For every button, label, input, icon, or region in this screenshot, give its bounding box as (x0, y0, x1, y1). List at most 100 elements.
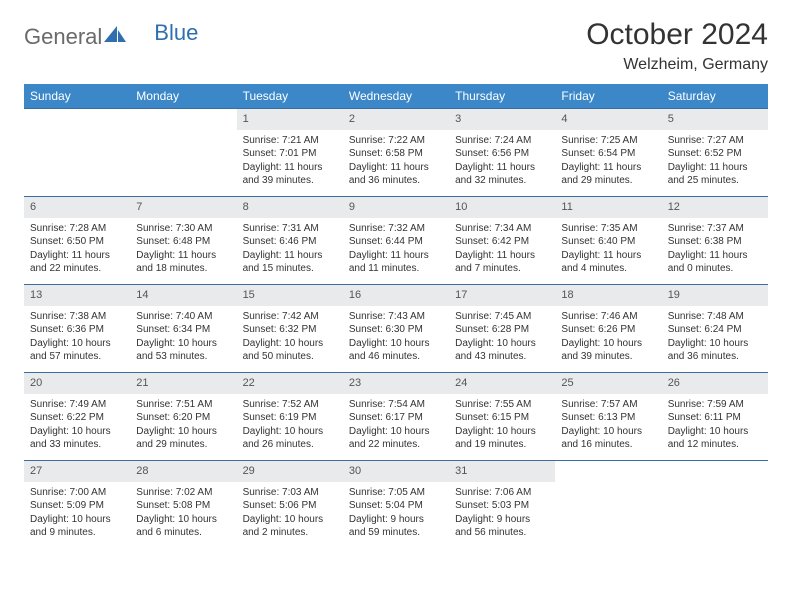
daylight-text: Daylight: 11 hours and 22 minutes. (30, 249, 124, 276)
daylight-text: Daylight: 10 hours and 2 minutes. (243, 513, 337, 540)
sunrise-text: Sunrise: 7:03 AM (243, 486, 337, 500)
day-number: 20 (24, 373, 130, 394)
day-number: 12 (662, 197, 768, 218)
title-block: October 2024 Welzheim, Germany (586, 18, 768, 74)
day-number: 5 (662, 109, 768, 130)
calendar-day: 7Sunrise: 7:30 AMSunset: 6:48 PMDaylight… (130, 197, 236, 285)
weekday-header: Thursday (449, 84, 555, 109)
calendar-day: 5Sunrise: 7:27 AMSunset: 6:52 PMDaylight… (662, 109, 768, 197)
day-number: 24 (449, 373, 555, 394)
sunset-text: Sunset: 6:26 PM (561, 323, 655, 337)
sunrise-text: Sunrise: 7:31 AM (243, 222, 337, 236)
day-details: Sunrise: 7:42 AMSunset: 6:32 PMDaylight:… (237, 306, 343, 370)
daylight-text: Daylight: 10 hours and 53 minutes. (136, 337, 230, 364)
day-number: 27 (24, 461, 130, 482)
daylight-text: Daylight: 11 hours and 15 minutes. (243, 249, 337, 276)
calendar-day: . (130, 109, 236, 197)
sunset-text: Sunset: 6:13 PM (561, 411, 655, 425)
sunrise-text: Sunrise: 7:46 AM (561, 310, 655, 324)
sunrise-text: Sunrise: 7:59 AM (668, 398, 762, 412)
sunrise-text: Sunrise: 7:24 AM (455, 134, 549, 148)
day-number: 18 (555, 285, 661, 306)
sunset-text: Sunset: 6:19 PM (243, 411, 337, 425)
day-details: Sunrise: 7:25 AMSunset: 6:54 PMDaylight:… (555, 130, 661, 194)
calendar-day: 18Sunrise: 7:46 AMSunset: 6:26 PMDayligh… (555, 285, 661, 373)
calendar-day: 21Sunrise: 7:51 AMSunset: 6:20 PMDayligh… (130, 373, 236, 461)
day-number: 15 (237, 285, 343, 306)
day-number: 23 (343, 373, 449, 394)
daylight-text: Daylight: 10 hours and 50 minutes. (243, 337, 337, 364)
daylight-text: Daylight: 10 hours and 46 minutes. (349, 337, 443, 364)
day-details: Sunrise: 7:46 AMSunset: 6:26 PMDaylight:… (555, 306, 661, 370)
day-details: Sunrise: 7:30 AMSunset: 6:48 PMDaylight:… (130, 218, 236, 282)
sunrise-text: Sunrise: 7:54 AM (349, 398, 443, 412)
daylight-text: Daylight: 11 hours and 32 minutes. (455, 161, 549, 188)
day-number: 28 (130, 461, 236, 482)
sunrise-text: Sunrise: 7:48 AM (668, 310, 762, 324)
calendar-day: 29Sunrise: 7:03 AMSunset: 5:06 PMDayligh… (237, 461, 343, 549)
day-details: Sunrise: 7:06 AMSunset: 5:03 PMDaylight:… (449, 482, 555, 546)
sunset-text: Sunset: 6:44 PM (349, 235, 443, 249)
sunset-text: Sunset: 7:01 PM (243, 147, 337, 161)
day-details: Sunrise: 7:31 AMSunset: 6:46 PMDaylight:… (237, 218, 343, 282)
sunrise-text: Sunrise: 7:32 AM (349, 222, 443, 236)
brand-part1: General (24, 24, 102, 50)
sunrise-text: Sunrise: 7:30 AM (136, 222, 230, 236)
calendar-week: 27Sunrise: 7:00 AMSunset: 5:09 PMDayligh… (24, 461, 768, 549)
daylight-text: Daylight: 10 hours and 29 minutes. (136, 425, 230, 452)
sunrise-text: Sunrise: 7:25 AM (561, 134, 655, 148)
sunset-text: Sunset: 5:08 PM (136, 499, 230, 513)
calendar-week: ..1Sunrise: 7:21 AMSunset: 7:01 PMDaylig… (24, 109, 768, 197)
daylight-text: Daylight: 10 hours and 6 minutes. (136, 513, 230, 540)
day-number: 26 (662, 373, 768, 394)
calendar-day: 26 Sunrise: 7:59 AMSunset: 6:11 PMDayligh… (662, 373, 768, 461)
daylight-text: Daylight: 10 hours and 16 minutes. (561, 425, 655, 452)
day-number: 29 (237, 461, 343, 482)
sunrise-text: Sunrise: 7:45 AM (455, 310, 549, 324)
day-details: Sunrise: 7:22 AMSunset: 6:58 PMDaylight:… (343, 130, 449, 194)
day-details: Sunrise: 7:37 AMSunset: 6:38 PMDaylight:… (662, 218, 768, 282)
sunset-text: Sunset: 6:15 PM (455, 411, 549, 425)
daylight-text: Daylight: 10 hours and 22 minutes. (349, 425, 443, 452)
sunrise-text: Sunrise: 7:42 AM (243, 310, 337, 324)
day-number: 3 (449, 109, 555, 130)
sunrise-text: Sunrise: 7:43 AM (349, 310, 443, 324)
daylight-text: Daylight: 9 hours and 56 minutes. (455, 513, 549, 540)
sunset-text: Sunset: 6:52 PM (668, 147, 762, 161)
sunset-text: Sunset: 6:38 PM (668, 235, 762, 249)
calendar-day: 28Sunrise: 7:02 AMSunset: 5:08 PMDayligh… (130, 461, 236, 549)
calendar-day: 3Sunrise: 7:24 AMSunset: 6:56 PMDaylight… (449, 109, 555, 197)
sunrise-text: Sunrise: 7:52 AM (243, 398, 337, 412)
calendar-day: 4Sunrise: 7:25 AMSunset: 6:54 PMDaylight… (555, 109, 661, 197)
day-details: Sunrise: 7:03 AMSunset: 5:06 PMDaylight:… (237, 482, 343, 546)
daylight-text: Daylight: 10 hours and 19 minutes. (455, 425, 549, 452)
calendar-day: 2Sunrise: 7:22 AMSunset: 6:58 PMDaylight… (343, 109, 449, 197)
sunset-text: Sunset: 5:09 PM (30, 499, 124, 513)
sunset-text: Sunset: 6:11 PM (668, 411, 762, 425)
brand-logo: General Blue (24, 18, 198, 50)
sunrise-text: Sunrise: 7:37 AM (668, 222, 762, 236)
day-number: 14 (130, 285, 236, 306)
day-details: Sunrise: 7:43 AMSunset: 6:30 PMDaylight:… (343, 306, 449, 370)
day-number: 2 (343, 109, 449, 130)
sunrise-text: Sunrise: 7:35 AM (561, 222, 655, 236)
sunrise-text: Sunrise: 7:28 AM (30, 222, 124, 236)
day-details: Sunrise: 7:35 AMSunset: 6:40 PMDaylight:… (555, 218, 661, 282)
weekday-header: Monday (130, 84, 236, 109)
location-subtitle: Welzheim, Germany (586, 56, 768, 74)
daylight-text: Daylight: 10 hours and 33 minutes. (30, 425, 124, 452)
sunset-text: Sunset: 6:22 PM (30, 411, 124, 425)
calendar-day: 6Sunrise: 7:28 AMSunset: 6:50 PMDaylight… (24, 197, 130, 285)
sunset-text: Sunset: 5:04 PM (349, 499, 443, 513)
day-number: 7 (130, 197, 236, 218)
day-number: 22 (237, 373, 343, 394)
calendar-week: 20Sunrise: 7:49 AMSunset: 6:22 PMDayligh… (24, 373, 768, 461)
sunrise-text: Sunrise: 7:22 AM (349, 134, 443, 148)
day-details: Sunrise: 7:38 AMSunset: 6:36 PMDaylight:… (24, 306, 130, 370)
daylight-text: Daylight: 10 hours and 12 minutes. (668, 425, 762, 452)
sunrise-text: Sunrise: 7:49 AM (30, 398, 124, 412)
daylight-text: Daylight: 11 hours and 18 minutes. (136, 249, 230, 276)
day-number: 11 (555, 197, 661, 218)
weekday-header: Wednesday (343, 84, 449, 109)
day-details: Sunrise: 7:55 AMSunset: 6:15 PMDaylight:… (449, 394, 555, 458)
